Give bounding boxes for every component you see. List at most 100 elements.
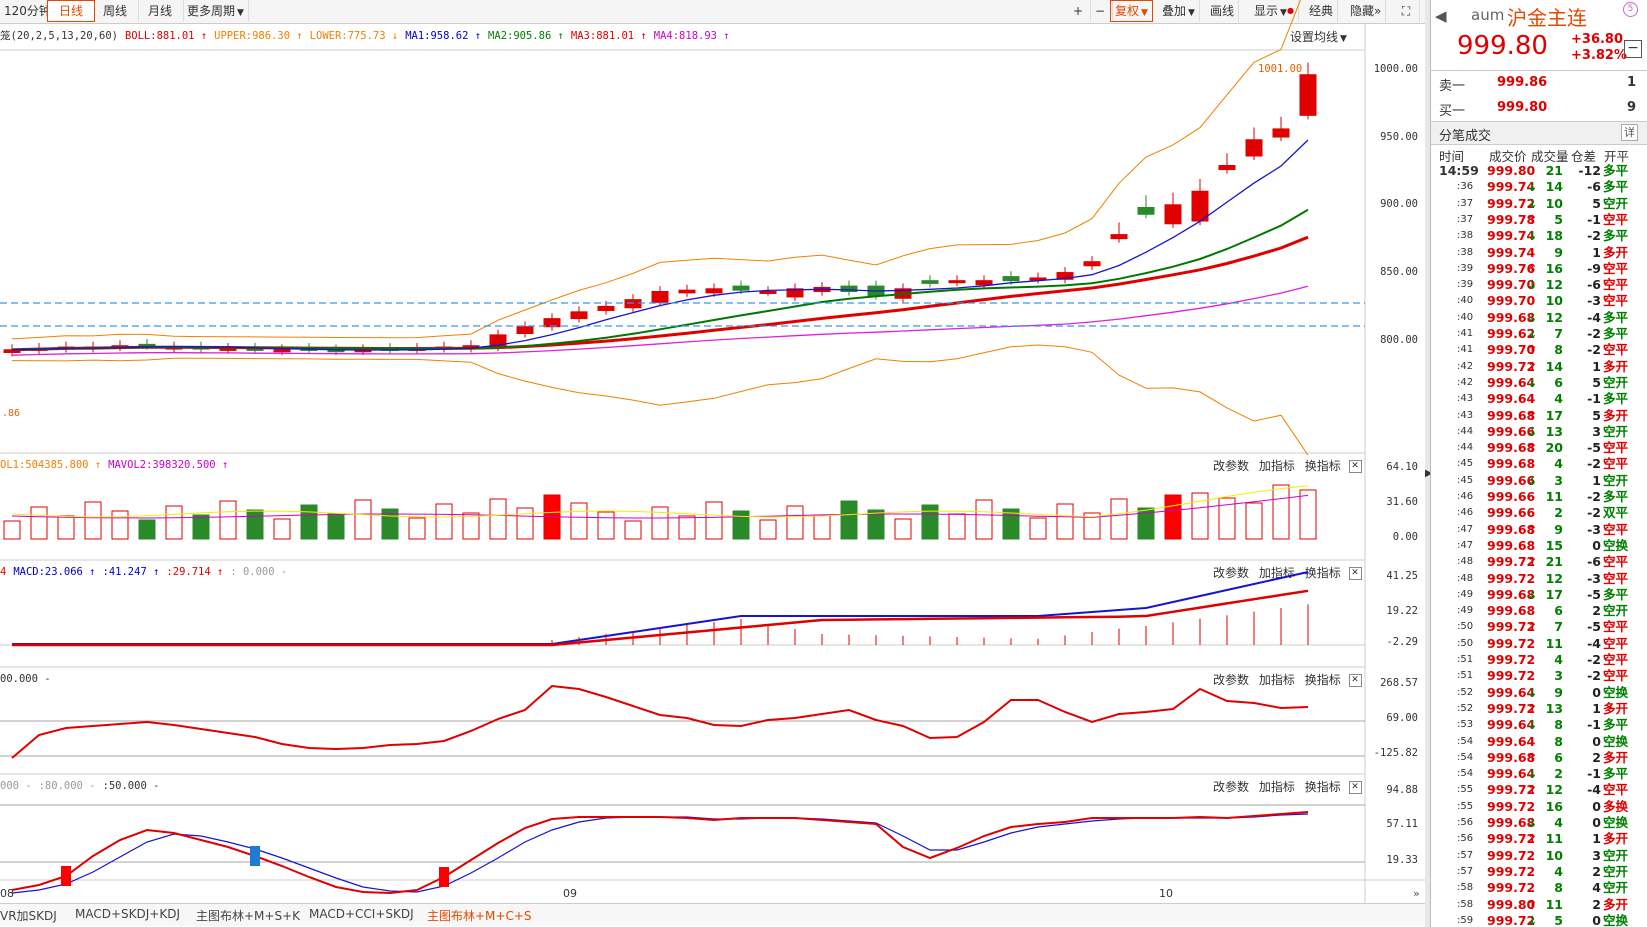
more-periods-dropdown[interactable]: 更多周期 ▼ xyxy=(183,0,249,22)
tick-time: :58 xyxy=(1457,898,1474,910)
switch-indicator-button[interactable]: 换指标 xyxy=(1304,459,1341,473)
tick-time: :41 xyxy=(1457,328,1474,339)
change-params-button[interactable]: 改参数 xyxy=(1213,566,1250,580)
tick-oi-change: -5 xyxy=(1587,619,1601,635)
prev-contract-icon[interactable]: ◀ xyxy=(1435,7,1447,25)
tab-vr-skdj[interactable]: VR加SKDJ xyxy=(0,909,57,923)
kline-chart-canvas[interactable]: 1000.00 950.00 900.00 850.00 800.00 64.10 31.6… xyxy=(0,0,1425,903)
tick-row: :37 999.78 ↑ 5 -1 空平 xyxy=(1431,212,1647,228)
add-indicator-button[interactable]: 加指标 xyxy=(1258,780,1295,794)
tick-row: :53 999.64 ↓ 8 -1 多平 xyxy=(1431,717,1647,733)
tick-price: 999.72 xyxy=(1487,700,1536,716)
tick-volume: 12 xyxy=(1545,570,1563,586)
tick-volume: 11 xyxy=(1545,831,1563,847)
overlay-dropdown[interactable]: 叠加 ▼ xyxy=(1158,0,1200,22)
collapse-arrow-icon[interactable]: ▶ xyxy=(1425,468,1433,479)
switch-indicator-button[interactable]: 换指标 xyxy=(1304,780,1341,794)
tick-open-close: 多开 xyxy=(1603,407,1629,423)
volume-bar xyxy=(867,509,885,540)
fullscreen-button[interactable]: ⛶ xyxy=(1393,0,1420,22)
indicator-value: LOWER:775.73 ↓ xyxy=(309,30,399,42)
tab-boll-m-s-k[interactable]: 主图布林+M+S+K xyxy=(196,909,301,923)
tick-open-close: 空换 xyxy=(1603,912,1629,927)
tick-price: 999.66 xyxy=(1487,423,1536,439)
add-indicator-button[interactable]: 加指标 xyxy=(1258,673,1295,687)
kdj-lines xyxy=(0,804,1365,895)
close-icon[interactable]: ✕ xyxy=(1348,567,1362,580)
ticks-list[interactable]: 14:59 999.80 21 -12 多平:36 999.74 ↓ 14 -6 多平:37 999… xyxy=(1431,163,1647,927)
close-icon[interactable]: ✕ xyxy=(1348,781,1362,794)
change-params-button[interactable]: 改参数 xyxy=(1213,780,1250,794)
bollinger-bands xyxy=(11,0,1309,456)
display-label: 显示 xyxy=(1254,4,1279,18)
tick-open-close: 空开 xyxy=(1603,423,1629,439)
switch-indicator-button[interactable]: 换指标 xyxy=(1304,566,1341,580)
tick-volume: 14 xyxy=(1545,358,1563,374)
y-axis-tick-label: 64.10 xyxy=(1386,461,1418,473)
candle-body xyxy=(921,280,939,284)
scroll-right-icon[interactable]: » xyxy=(1413,887,1420,900)
info-badge-icon[interactable]: 5 xyxy=(1623,2,1638,17)
tick-open-close: 空换 xyxy=(1603,684,1629,700)
sell-label: 卖一 xyxy=(1439,79,1466,94)
tick-time: :47 xyxy=(1457,523,1474,535)
draw-line-button[interactable]: 画线 xyxy=(1206,0,1240,22)
tab-macd-skdj-kdj[interactable]: MACD+SKDJ+KDJ xyxy=(75,907,180,921)
restore-rights-dropdown[interactable]: 复权 ▼ xyxy=(1110,0,1153,22)
tick-time: :54 xyxy=(1457,735,1474,747)
tab-boll-m-c-s[interactable]: 主图布林+M+C+S xyxy=(427,909,532,923)
tick-row: :47 999.68 15 0 空换 xyxy=(1431,538,1647,554)
tick-row: :46 999.66 11 -2 多平 xyxy=(1431,489,1647,505)
tab-macd-cci-skdj[interactable]: MACD+CCI+SKDJ xyxy=(309,907,414,921)
tick-oi-change: 1 xyxy=(1592,472,1601,488)
tick-time: :51 xyxy=(1457,670,1474,682)
ma-settings-dropdown[interactable]: 设置均线 ▼ xyxy=(1290,28,1347,45)
volume-bar xyxy=(732,510,750,540)
indicator-value: MAVOL2:398320.500 ↑ xyxy=(108,459,229,471)
collapse-icon[interactable]: − xyxy=(1624,40,1642,58)
close-icon[interactable]: ✕ xyxy=(1348,460,1362,473)
tick-volume: 5 xyxy=(1554,912,1563,927)
arrow-up-icon: ↑ xyxy=(1527,619,1538,635)
tick-time: :53 xyxy=(1457,719,1474,731)
zoom-out-button[interactable]: − xyxy=(1088,0,1113,22)
buy-price: 999.80 xyxy=(1497,100,1548,115)
display-dropdown[interactable]: 显示 ▼● xyxy=(1250,0,1299,22)
period-weekly-button[interactable]: 周线 xyxy=(92,0,139,22)
change-params-button[interactable]: 改参数 xyxy=(1213,459,1250,473)
tick-row: :55 999.72 ↑ 12 -4 空平 xyxy=(1431,782,1647,798)
close-icon[interactable]: ✕ xyxy=(1348,674,1362,687)
tick-price: 999.72 xyxy=(1487,798,1536,814)
panel-splitter[interactable] xyxy=(1425,0,1430,927)
add-indicator-button[interactable]: 加指标 xyxy=(1258,459,1295,473)
tick-volume: 17 xyxy=(1545,586,1563,602)
tick-volume: 14 xyxy=(1545,179,1563,195)
tick-price: 999.74 xyxy=(1487,228,1536,244)
candle-body xyxy=(840,285,858,293)
tick-price: 999.74 xyxy=(1487,179,1536,195)
tick-open-close: 多平 xyxy=(1603,766,1629,782)
change-params-button[interactable]: 改参数 xyxy=(1213,673,1250,687)
tick-row: :57 999.72 4 2 空开 xyxy=(1431,864,1647,880)
tick-oi-change: -1 xyxy=(1587,391,1601,407)
tick-time: :54 xyxy=(1457,768,1474,780)
switch-indicator-button[interactable]: 换指标 xyxy=(1304,673,1341,687)
candle-body xyxy=(948,280,966,284)
detail-button[interactable]: 详 xyxy=(1621,124,1638,141)
indicator-value: 000 - xyxy=(0,780,32,792)
volume-bar xyxy=(624,520,642,540)
classic-button[interactable]: 经典 xyxy=(1305,0,1339,22)
tick-oi-change: 2 xyxy=(1592,749,1601,765)
tick-oi-change: -6 xyxy=(1587,277,1601,293)
tick-row: :58 999.72 8 4 空开 xyxy=(1431,880,1647,896)
sell-price: 999.86 xyxy=(1497,75,1548,90)
period-daily-button[interactable]: 日线 xyxy=(47,0,95,22)
candle-body xyxy=(1218,164,1236,171)
tick-price: 999.78 xyxy=(1487,211,1536,227)
tick-volume: 11 xyxy=(1545,896,1563,912)
zoom-in-button[interactable]: + xyxy=(1066,0,1091,22)
volume-bar xyxy=(1272,484,1290,540)
tick-price: 999.68 xyxy=(1487,521,1536,537)
period-monthly-button[interactable]: 月线 xyxy=(137,0,184,22)
hide-button[interactable]: 隐藏» xyxy=(1346,0,1387,22)
